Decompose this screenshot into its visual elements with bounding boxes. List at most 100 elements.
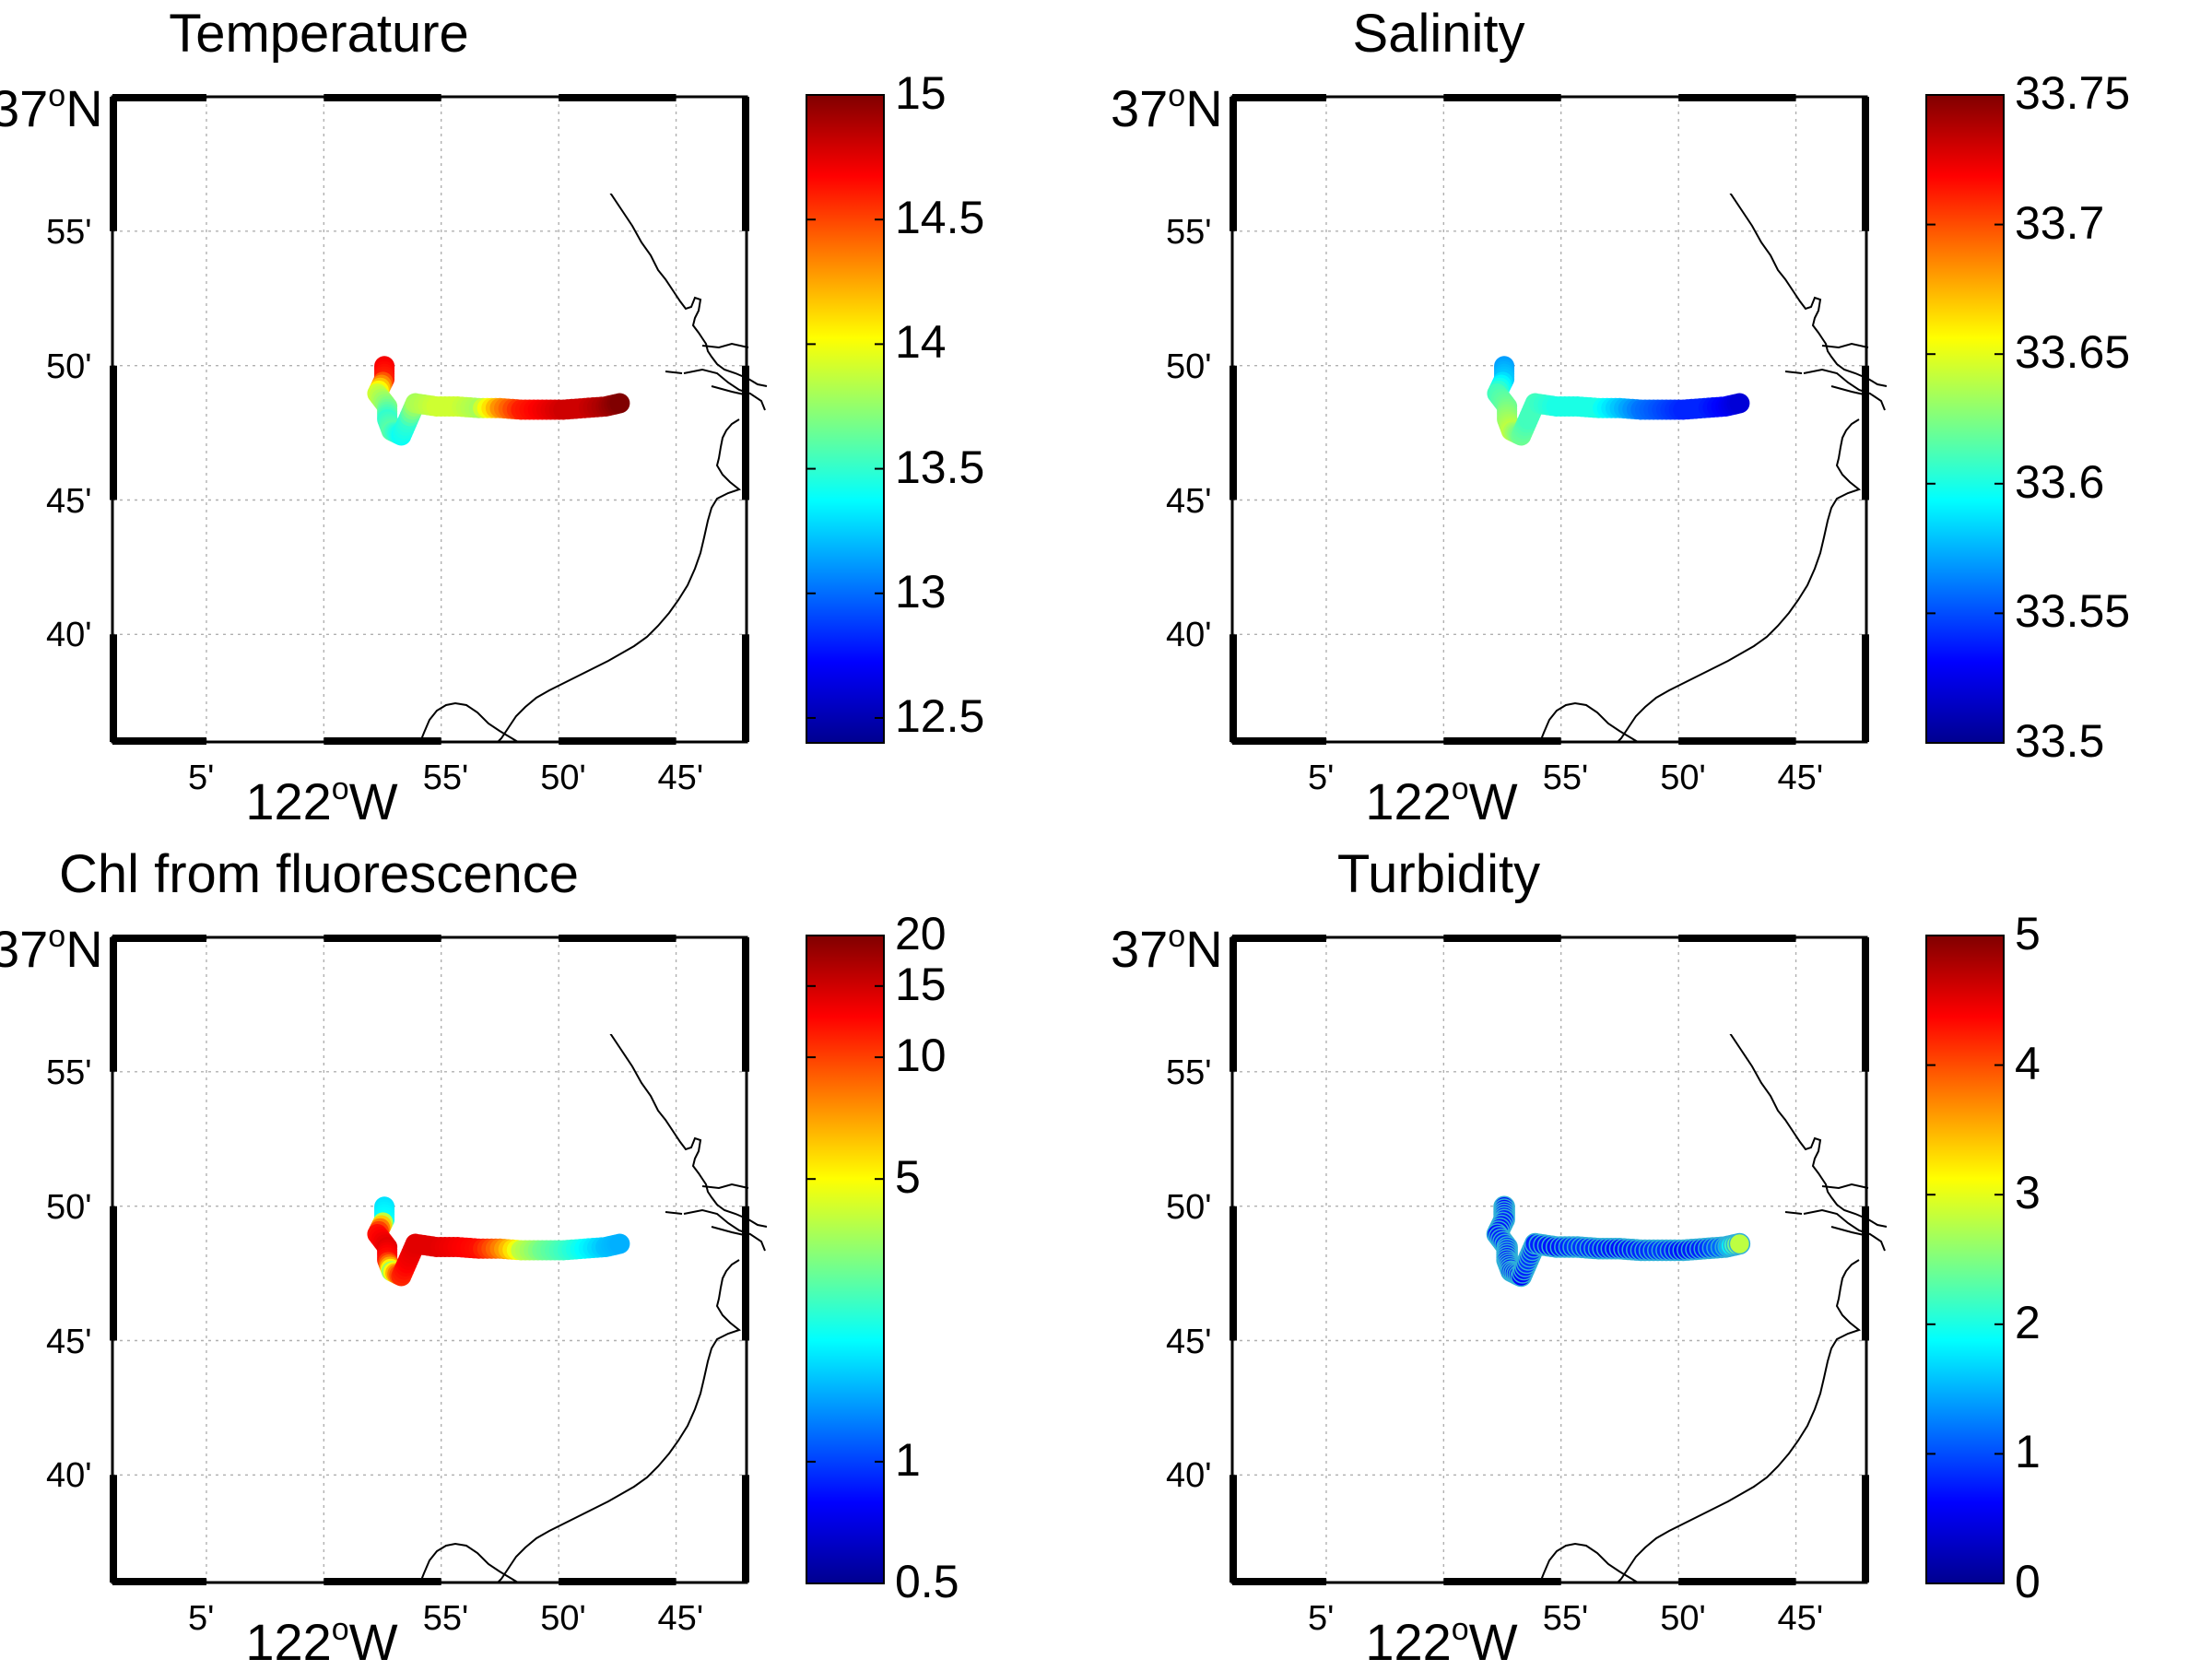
lon-tick-label: 5' xyxy=(187,759,215,797)
frame-band xyxy=(1862,1206,1869,1341)
survey-track xyxy=(1486,1195,1751,1288)
frame-ticks xyxy=(1230,94,1869,745)
coastline-north xyxy=(1729,194,1888,387)
estuary-channels xyxy=(665,1183,766,1252)
lat-degree-label: 37oN xyxy=(0,80,103,135)
lat-tick-label: 40' xyxy=(1166,1456,1212,1496)
colorbar-tick-label: 3 xyxy=(2015,1167,2041,1219)
frame-ticks xyxy=(110,935,749,1585)
lon-degree-value: 122 xyxy=(1365,1613,1452,1671)
colorbar-tick-label: 10 xyxy=(895,1030,947,1082)
coastline-north xyxy=(609,194,768,387)
frame-band xyxy=(112,94,206,101)
colorbar xyxy=(806,935,885,1584)
axes-background xyxy=(112,937,747,1583)
survey-track xyxy=(1487,356,1750,446)
colorbar-tick-label: 1 xyxy=(2015,1426,2041,1478)
colorbar-tick-label: 20 xyxy=(895,908,947,959)
colorbar-tick-label: 15 xyxy=(895,67,947,119)
lon-tick-label: 5' xyxy=(187,1599,215,1638)
frame-band xyxy=(324,94,441,101)
colorbar-tick-label: 1 xyxy=(895,1433,921,1486)
map-panel: Salinity 55' 50' 45' 40' 37oN 5' 55' 50' 45' 122oW… xyxy=(1111,0,2212,830)
map-plot xyxy=(1230,935,2005,1585)
colorbar-tick-label: 2 xyxy=(2015,1296,2041,1348)
degree-symbol: o xyxy=(48,919,66,954)
frame-band xyxy=(559,94,677,101)
coastline-south xyxy=(419,1259,742,1583)
degree-symbol: o xyxy=(1451,1612,1469,1647)
colorbar-tick-label: 5 xyxy=(2015,908,2041,959)
estuary-channels xyxy=(1784,342,1886,411)
colorbar-tick-label: 0 xyxy=(2015,1556,2041,1607)
frame-band xyxy=(742,1206,749,1341)
lat-tick-label: 45' xyxy=(1166,481,1212,521)
lat-hemisphere: N xyxy=(65,79,103,137)
colorbar xyxy=(1925,935,2005,1584)
coastline xyxy=(419,194,768,743)
map-panel: Chl from fluorescence 55' 50' 45' 40' 37oN 5' 5… xyxy=(0,841,1106,1670)
frame-band xyxy=(112,737,206,745)
lon-tick-label: 50' xyxy=(1660,759,1706,797)
coastline-south xyxy=(1539,418,1862,743)
lat-degree-value: 37 xyxy=(1111,79,1169,137)
lon-tick-label: 5' xyxy=(1307,1599,1335,1638)
frame-band xyxy=(110,1206,117,1341)
colorbar-tick-label: 13.5 xyxy=(895,441,985,493)
lon-tick-label: 45' xyxy=(1777,759,1824,797)
degree-symbol: o xyxy=(331,771,349,806)
frame-band xyxy=(1678,737,1796,745)
frame-band xyxy=(1443,1578,1561,1585)
frame-band xyxy=(1230,365,1237,500)
frame-band xyxy=(1862,1475,1869,1583)
frame-band xyxy=(1230,97,1237,231)
lon-tick-label: 45' xyxy=(657,759,704,797)
coastline xyxy=(1539,1034,1888,1583)
lat-tick-label: 55' xyxy=(46,1053,92,1092)
frame-band xyxy=(1232,935,1326,942)
coastline-south xyxy=(419,418,742,743)
map-panel: Temperature 55' 50' 45' 40' 37oN 5' 55' 50' 45' 12… xyxy=(0,0,1106,830)
lon-hemisphere: W xyxy=(1468,1613,1518,1671)
map-plot xyxy=(110,935,885,1585)
frame-band xyxy=(1230,937,1237,1072)
frame-band xyxy=(1232,1578,1326,1585)
frame-band xyxy=(1230,1475,1237,1583)
lat-tick-label: 45' xyxy=(46,1322,92,1361)
lon-tick-label: 50' xyxy=(540,1599,586,1638)
survey-track xyxy=(367,356,630,446)
frame-band xyxy=(559,935,677,942)
frame-band xyxy=(559,1578,677,1585)
frame-band xyxy=(112,1578,206,1585)
lat-tick-label: 45' xyxy=(46,481,92,521)
frame-band xyxy=(1862,634,1869,742)
lon-degree-label: 122oW xyxy=(245,773,397,828)
map-plot xyxy=(1230,94,2005,745)
frame-band xyxy=(1443,94,1561,101)
frame-band xyxy=(1232,94,1326,101)
lon-degree-label: 122oW xyxy=(245,1614,397,1668)
frame-band xyxy=(1232,737,1326,745)
frame-band xyxy=(110,937,117,1072)
colorbar-tick-label: 12.5 xyxy=(895,689,985,742)
lon-degree-value: 122 xyxy=(245,772,332,830)
frame-band xyxy=(1230,1206,1237,1341)
lon-degree-value: 122 xyxy=(1365,772,1452,830)
lat-hemisphere: N xyxy=(1185,920,1223,978)
lat-tick-label: 55' xyxy=(46,212,92,252)
frame-band xyxy=(1230,634,1237,742)
frame-ticks xyxy=(1230,935,1869,1585)
lon-hemisphere: W xyxy=(348,772,398,830)
lat-tick-label: 40' xyxy=(46,616,92,655)
colorbar-tick-label: 33.65 xyxy=(2015,326,2131,379)
frame-band xyxy=(1862,937,1869,1072)
lat-hemisphere: N xyxy=(65,920,103,978)
colorbar-tick-label: 33.55 xyxy=(2015,585,2131,638)
degree-symbol: o xyxy=(1168,919,1186,954)
frame-band xyxy=(559,737,677,745)
frame-band xyxy=(112,935,206,942)
colorbar-tick-label: 14.5 xyxy=(895,192,985,244)
lon-degree-label: 122oW xyxy=(1365,1614,1517,1668)
lon-hemisphere: W xyxy=(348,1613,398,1671)
lon-degree-value: 122 xyxy=(245,1613,332,1671)
